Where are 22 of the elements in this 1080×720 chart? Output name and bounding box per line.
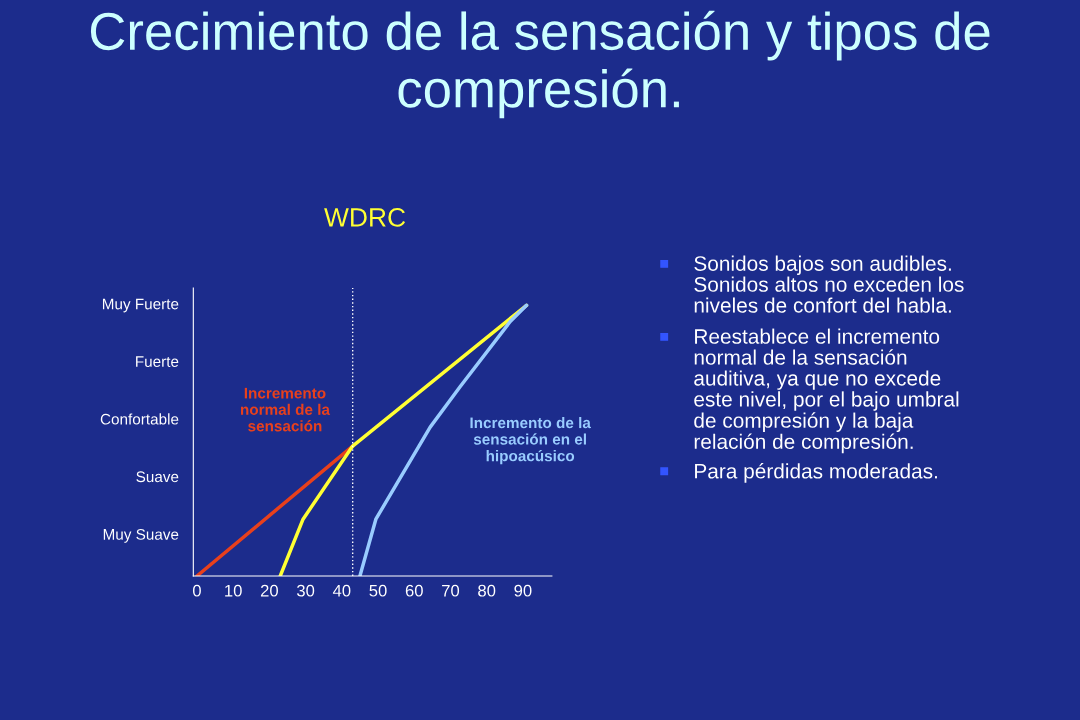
x-tick-label: 90 (514, 584, 532, 597)
x-tick-label: 50 (369, 584, 387, 597)
text: Reestablece el incremento normal de la sensación auditiva, ya que no excede este nivel, por el bajo umbral de compresión y la baja relación de compresión. (694, 328, 959, 454)
chart-title: Crecimiento de la sensación y tipos de compresión. (90, 10, 990, 119)
x-tick-label: 70 (442, 584, 460, 597)
x-tick-label: 0 (192, 584, 201, 597)
x-tick-label: 20 (260, 584, 278, 597)
text: Confortable (100, 413, 179, 425)
x-tick-label: 30 (296, 584, 315, 597)
x-tick-label: 40 (332, 584, 351, 597)
x-tick-label: 60 (405, 584, 423, 597)
text: Suave (136, 471, 179, 483)
text: Muy Suave (103, 528, 179, 543)
text: Sonidos bajos son audibles. Sonidos altos no exceden los niveles de confort del habla. (694, 255, 964, 313)
series-label: Incremento de la sensación en el hipoacúsico (470, 417, 591, 465)
text: Para pérdidas moderadas. (695, 463, 937, 483)
chart-subtitle: WDRC (324, 208, 406, 227)
text: Fuerte (136, 356, 179, 367)
x-tick-label: 80 (478, 584, 496, 597)
text: Muy Fuerte (102, 298, 179, 313)
x-tick-label: 10 (225, 584, 242, 597)
series-label: Incremento normal de la sensación (240, 387, 331, 432)
